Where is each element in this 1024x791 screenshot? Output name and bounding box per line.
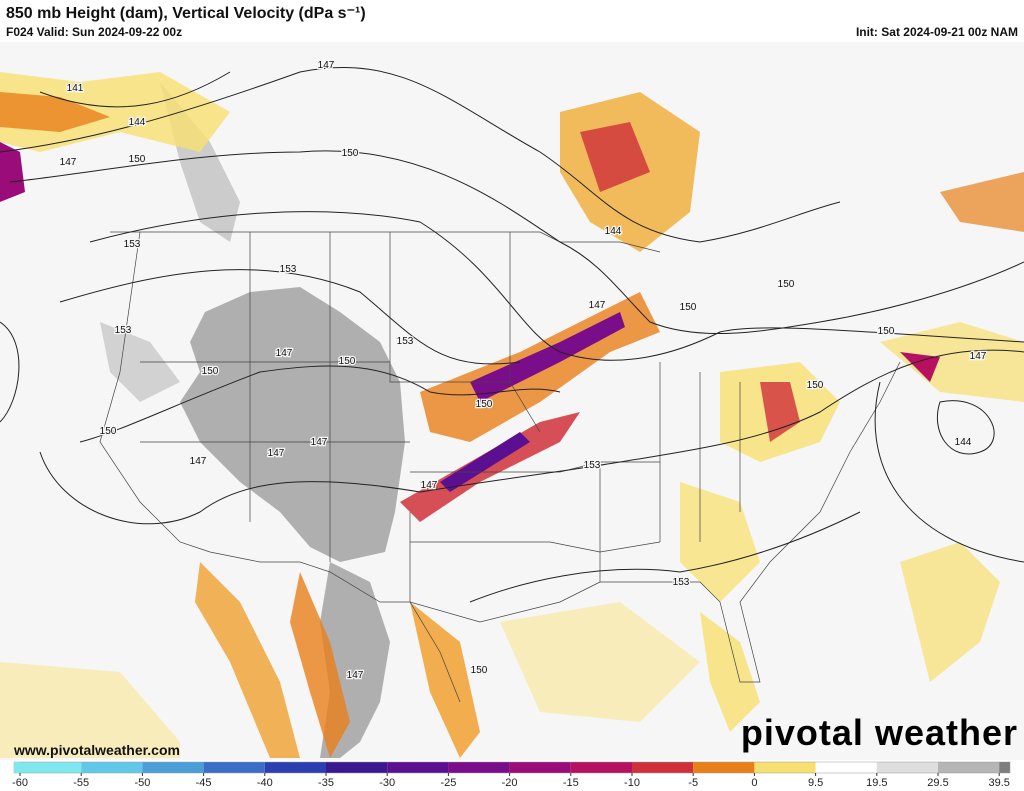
contour-label: 144 [605, 226, 622, 237]
contour-label: 153 [673, 577, 690, 588]
site-url: www.pivotalweather.com [14, 742, 180, 758]
colorbar-segment [632, 762, 694, 773]
contour-label: 153 [280, 264, 297, 275]
contour-label: 150 [129, 154, 146, 165]
colorbar-segment [754, 762, 816, 773]
colorbar-label: 29.5 [927, 777, 948, 789]
colorbar-start [14, 762, 20, 773]
contour-label: 147 [276, 348, 293, 359]
contour-label: 153 [124, 239, 141, 250]
colorbar-segment [326, 762, 388, 773]
contour-label: 147 [347, 670, 364, 681]
colorbar-segment [20, 762, 82, 773]
colorbar-label: -20 [502, 777, 518, 789]
colorbar-segment [387, 762, 449, 773]
contour-label: 150 [471, 665, 488, 676]
colorbar-segment [693, 762, 755, 773]
colorbar-segment [815, 762, 877, 773]
contour-label: 144 [955, 437, 972, 448]
colorbar-label: 9.5 [808, 777, 823, 789]
colorbar-label: 19.5 [866, 777, 887, 789]
colorbar-segment [203, 762, 265, 773]
contour-label: 150 [878, 326, 895, 337]
colorbar-segment [570, 762, 632, 773]
colorbar-label: -55 [73, 777, 89, 789]
contour-label: 147 [589, 300, 606, 311]
colorbar-segment [938, 762, 1000, 773]
init-time: Init: Sat 2024-09-21 00z NAM [855, 25, 1018, 39]
colorbar-label: -50 [134, 777, 150, 789]
colorbar-segment [264, 762, 326, 773]
contour-label: 144 [129, 117, 146, 128]
contour-label: 150 [778, 279, 795, 290]
height-contours [0, 67, 1024, 603]
colorbar-segment [509, 762, 571, 773]
colorbar-segment [81, 762, 143, 773]
colorbar-label: -15 [563, 777, 579, 789]
contour-label: 153 [115, 325, 132, 336]
brand-logo: pivotal weather [740, 712, 1018, 753]
colorbar-label: -35 [318, 777, 334, 789]
colorbar-label: -10 [624, 777, 640, 789]
valid-time: F024 Valid: Sun 2024-09-22 00z [6, 25, 183, 39]
contour-label: 147 [970, 351, 987, 362]
map: 141 144 147 150 147 150 153 153 153 147 150 150 153 1… [0, 42, 1024, 760]
colorbar-label: 0 [751, 777, 757, 789]
colorbar-label: -40 [257, 777, 273, 789]
contour-label: 150 [339, 356, 356, 367]
contour-label: 141 [67, 83, 84, 94]
colorbar-segment [448, 762, 510, 773]
contour-label: 147 [311, 437, 328, 448]
contour-label: 153 [584, 460, 601, 471]
contour-label: 147 [60, 157, 77, 168]
contour-label: 153 [397, 336, 414, 347]
contour-label: 150 [476, 399, 493, 410]
contour-label: 147 [421, 480, 438, 491]
colorbar-label: 39.5 [988, 777, 1009, 789]
colorbar-segment [142, 762, 204, 773]
colorbar-segment [876, 762, 938, 773]
colorbar-label: -5 [688, 777, 698, 789]
title: 850 mb Height (dam), Vertical Velocity (… [6, 5, 366, 22]
colorbar-segment [999, 762, 1010, 773]
contour-label: 150 [807, 380, 824, 391]
contour-label: 147 [268, 448, 285, 459]
colorbar-label: -45 [196, 777, 212, 789]
contour-label: 150 [342, 148, 359, 159]
contour-label: 150 [680, 302, 697, 313]
contour-label: 150 [202, 366, 219, 377]
colorbar-label: -60 [12, 777, 28, 789]
colorbar-label: -30 [379, 777, 395, 789]
contour-label: 147 [318, 60, 335, 71]
velocity-shading [0, 72, 1024, 758]
contour-label: 150 [100, 426, 117, 437]
contour-label: 147 [190, 456, 207, 467]
colorbar-label: -25 [440, 777, 456, 789]
colorbar: -60 -55 -50 -45 -40 -35 -30 -25 -20 -15 -10 -5 0 9.5 1… [12, 761, 1011, 789]
